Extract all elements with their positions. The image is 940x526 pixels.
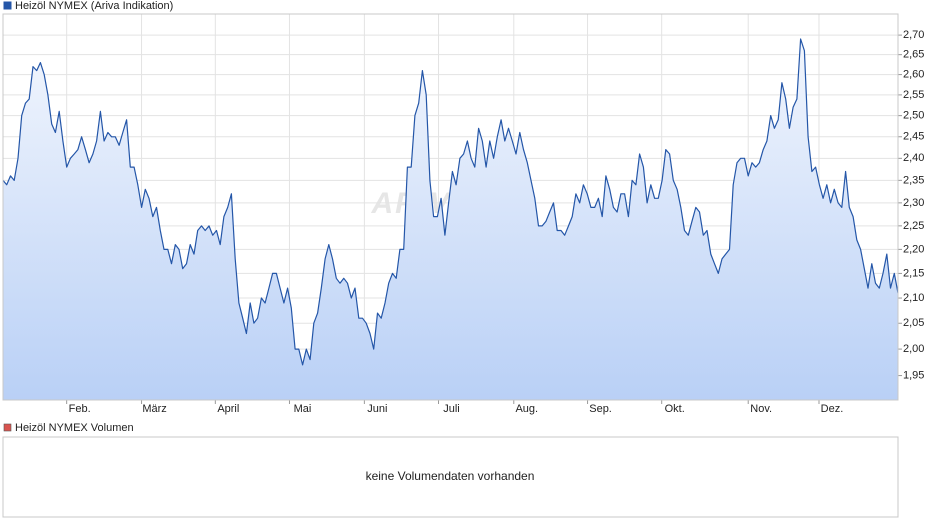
x-tick-label: März	[142, 403, 166, 415]
y-tick-label: 2,65	[903, 49, 924, 61]
price-line	[2, 38, 899, 366]
y-tick-label: 2,45	[903, 131, 924, 143]
y-tick-label: 2,10	[903, 292, 924, 304]
x-tick-label: Dez.	[821, 403, 844, 415]
legend-swatch	[3, 1, 12, 10]
x-tick-label: Feb.	[69, 403, 91, 415]
y-tick-label: 2,25	[903, 220, 924, 232]
y-tick-label: 2,40	[903, 152, 924, 164]
y-tick-label: 2,05	[903, 317, 924, 329]
legend-label: Heizöl NYMEX Volumen	[15, 422, 134, 434]
volume-frame	[2, 436, 899, 518]
y-tick-label: 2,35	[903, 174, 924, 186]
legend-label: Heizöl NYMEX (Ariva Indikation)	[15, 0, 173, 12]
x-tick-label: Aug.	[515, 403, 538, 415]
no-data-message: keine Volumendaten vorhanden	[366, 469, 535, 483]
y-tick-label: 2,55	[903, 89, 924, 101]
x-tick-label: Okt.	[665, 403, 685, 415]
legend-swatch	[3, 423, 12, 432]
plot-border	[2, 13, 899, 401]
x-tick-label: Nov.	[750, 403, 772, 415]
y-tick-label: 2,50	[903, 110, 924, 122]
y-tick-label: 2,15	[903, 267, 924, 279]
y-tick-label: 2,20	[903, 243, 924, 255]
x-tick-label: Mai	[294, 403, 312, 415]
x-tick-label: Juli	[443, 403, 460, 415]
y-tick-label: 2,00	[903, 343, 924, 355]
area-fill	[3, 39, 898, 400]
y-tick-label: 2,60	[903, 68, 924, 80]
x-tick-label: April	[217, 403, 239, 415]
y-tick-label: 2,30	[903, 197, 924, 209]
y-tick-label: 2,70	[903, 29, 924, 41]
x-tick-label: Juni	[367, 403, 387, 415]
y-tick-label: 1,95	[903, 369, 924, 381]
x-tick-label: Sep.	[589, 403, 612, 415]
